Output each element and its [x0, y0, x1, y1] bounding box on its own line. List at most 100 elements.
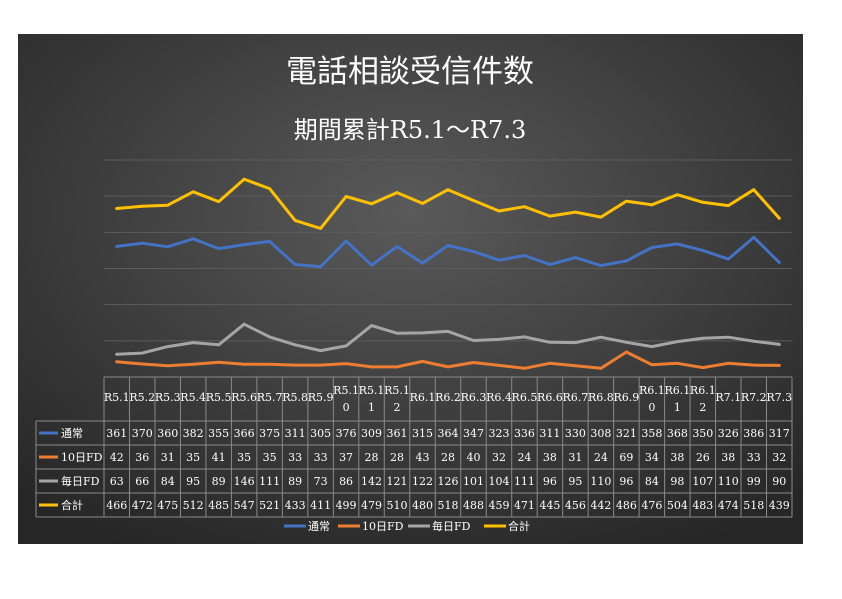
- data-point: [523, 254, 526, 257]
- data-point: [140, 204, 144, 208]
- data-label: 35: [263, 451, 277, 464]
- data-point: [752, 339, 756, 343]
- tick-label: R6.1 2: [690, 384, 716, 414]
- data-label: 86: [339, 475, 353, 488]
- legend-label: 合計: [508, 519, 530, 533]
- data-label: 110: [590, 475, 611, 488]
- data-label: 31: [568, 451, 582, 464]
- data-point: [650, 345, 654, 349]
- data-point: [115, 360, 119, 364]
- data-point: [650, 246, 654, 249]
- data-label: 364: [438, 427, 459, 440]
- data-point: [624, 350, 628, 354]
- data-label: 33: [314, 451, 328, 464]
- data-point: [497, 364, 501, 367]
- data-point: [472, 250, 475, 253]
- data-label: 26: [696, 451, 710, 464]
- data-point: [777, 216, 781, 220]
- tick-label: R6.1 0: [639, 384, 665, 414]
- tick-label: R5.1: [104, 391, 130, 404]
- data-label: 38: [721, 451, 735, 464]
- data-label: 63: [110, 475, 124, 488]
- data-point: [548, 340, 552, 344]
- data-point: [446, 365, 450, 369]
- data-label: 311: [285, 427, 306, 440]
- data-point: [293, 343, 297, 347]
- data-point: [497, 258, 501, 262]
- data-label: 89: [288, 475, 302, 488]
- data-label: 24: [517, 451, 531, 464]
- data-label: 368: [667, 427, 688, 440]
- data-label: 95: [186, 475, 200, 488]
- data-point: [421, 202, 424, 205]
- data-point: [574, 341, 577, 345]
- data-label: 38: [670, 451, 684, 464]
- data-label: 32: [492, 451, 506, 464]
- data-point: [191, 362, 195, 366]
- tick-label: R5.8: [282, 391, 308, 404]
- data-label: 33: [288, 451, 302, 464]
- legend-label: 通常: [308, 520, 330, 533]
- data-label: 73: [314, 475, 328, 488]
- data-label: 361: [106, 427, 127, 440]
- data-label: 382: [183, 427, 204, 440]
- data-point: [548, 214, 552, 218]
- data-point: [421, 331, 424, 335]
- data-point: [370, 324, 373, 328]
- data-label: 326: [718, 427, 739, 440]
- tick-label: R6.9: [613, 391, 639, 404]
- data-label: 350: [692, 427, 713, 440]
- data-label: 146: [234, 475, 255, 488]
- data-label: 40: [466, 451, 480, 464]
- data-point: [217, 200, 221, 203]
- data-point: [115, 207, 119, 210]
- data-point: [624, 199, 628, 203]
- data-label: 476: [641, 499, 662, 512]
- data-label: 370: [132, 427, 153, 440]
- data-point: [624, 340, 628, 344]
- tick-label: R6.5: [512, 391, 538, 404]
- table-series-label: 通常: [61, 427, 83, 440]
- data-label: 121: [387, 475, 408, 488]
- tick-label: R6.4: [486, 391, 512, 404]
- data-label: 355: [208, 427, 229, 440]
- data-point: [268, 335, 272, 339]
- chart-title: 電話相談受信件数: [286, 54, 534, 90]
- data-label: 521: [259, 499, 280, 512]
- data-point: [650, 363, 654, 367]
- data-point: [675, 361, 679, 365]
- tick-label: R7.3: [766, 391, 792, 404]
- data-point: [497, 209, 501, 213]
- tick-label: R6.2: [435, 391, 461, 404]
- data-point: [217, 247, 221, 251]
- data-label: 547: [234, 499, 255, 512]
- data-label: 96: [619, 475, 633, 488]
- data-label: 111: [514, 475, 535, 488]
- data-label: 472: [132, 499, 153, 512]
- data-label: 84: [161, 475, 175, 488]
- data-point: [268, 187, 272, 190]
- data-point: [344, 239, 348, 243]
- tick-label: R6.1 1: [664, 384, 690, 414]
- legend-label: 毎日FD: [432, 520, 471, 533]
- data-point: [777, 260, 781, 264]
- data-point: [242, 322, 246, 326]
- data-label: 142: [361, 475, 382, 488]
- data-point: [497, 337, 501, 341]
- data-point: [472, 361, 475, 364]
- data-label: 305: [310, 427, 331, 440]
- data-label: 518: [743, 499, 764, 512]
- tick-label: R5.1 0: [333, 384, 359, 414]
- data-label: 386: [743, 427, 764, 440]
- data-label: 510: [387, 499, 408, 512]
- data-point: [726, 335, 730, 339]
- table-series-label: 10日FD: [61, 451, 103, 464]
- tick-label: R5.9: [308, 391, 334, 404]
- data-point: [777, 343, 781, 346]
- data-point: [472, 199, 475, 202]
- data-point: [523, 205, 526, 209]
- data-table: R5.1 R5.2 R5.3 R5.4 R5.5 R5.6 R5.7 R5.8 R5.9R5.1…: [35, 376, 793, 518]
- data-label: 317: [769, 427, 790, 440]
- data-point: [319, 265, 322, 269]
- data-point: [166, 245, 170, 249]
